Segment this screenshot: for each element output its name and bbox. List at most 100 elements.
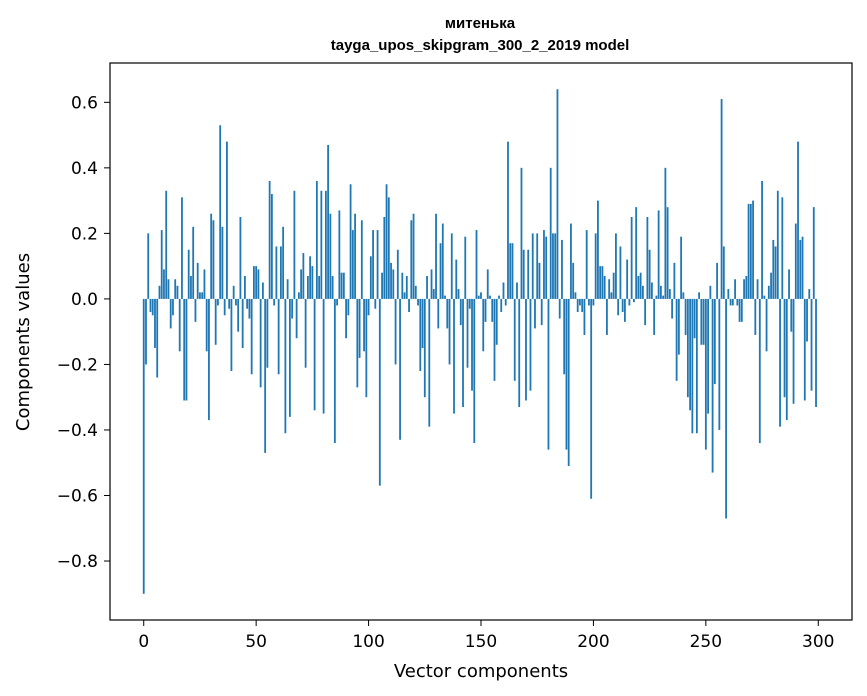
bar-265 [738, 298, 741, 322]
bar-70 [300, 269, 303, 299]
bar-0 [142, 298, 145, 594]
bar-134 [444, 295, 446, 299]
bar-93 [351, 230, 354, 299]
bar-270 [749, 203, 752, 299]
bar-156 [493, 298, 496, 381]
bar-79 [320, 190, 323, 299]
bar-83 [329, 213, 332, 299]
bar-94 [354, 213, 356, 299]
bar-18 [183, 298, 186, 401]
bar-35 [221, 226, 224, 299]
bar-289 [792, 298, 795, 404]
bar-77 [315, 180, 318, 299]
bar-69 [297, 292, 300, 299]
bar-240 [682, 292, 685, 299]
x-tick-label: 250 [690, 632, 722, 652]
bar-99 [365, 298, 368, 398]
bar-202 [597, 200, 599, 299]
bar-103 [374, 298, 377, 309]
bar-170 [525, 298, 527, 401]
bar-29 [208, 298, 210, 421]
bar-109 [387, 197, 390, 299]
bar-66 [291, 298, 294, 319]
bar-105 [378, 298, 381, 486]
bar-244 [691, 298, 694, 434]
bar-16 [178, 298, 181, 352]
bar-129 [432, 289, 435, 299]
bar-199 [590, 298, 593, 499]
bar-207 [608, 279, 611, 299]
bar-37 [226, 141, 228, 299]
bar-147 [473, 298, 476, 444]
bar-122 [417, 298, 419, 306]
bar-171 [527, 249, 530, 299]
bar-72 [304, 298, 307, 368]
bar-198 [588, 298, 590, 306]
bar-255 [716, 262, 718, 299]
bar-106 [381, 272, 383, 299]
bar-8 [160, 230, 163, 299]
bar-245 [693, 298, 696, 339]
bar-158 [498, 295, 500, 299]
bar-286 [785, 298, 788, 421]
bar-23 [194, 298, 197, 322]
bar-68 [295, 298, 298, 339]
chart-title: митенька [445, 15, 516, 32]
bar-237 [675, 298, 678, 381]
y-tick-label: −0.6 [57, 486, 98, 506]
bar-121 [414, 285, 417, 299]
bar-116 [403, 292, 406, 299]
bar-228 [655, 295, 658, 299]
bar-138 [453, 298, 455, 414]
bar-183 [554, 233, 557, 299]
bar-260 [727, 289, 730, 299]
bar-192 [574, 292, 577, 299]
bar-144 [466, 298, 469, 368]
bar-127 [428, 298, 431, 427]
bar-177 [540, 298, 543, 326]
bar-154 [489, 295, 491, 299]
bar-291 [797, 141, 799, 299]
bar-187 [563, 298, 566, 375]
bar-14 [174, 279, 177, 299]
bar-26 [201, 292, 204, 299]
bar-251 [707, 298, 709, 414]
bar-184 [556, 89, 559, 299]
bar-117 [405, 275, 408, 299]
bar-130 [435, 213, 437, 299]
y-tick-label: −0.2 [57, 355, 98, 375]
bar-298 [812, 207, 815, 299]
bar-247 [698, 292, 700, 299]
bar-178 [543, 230, 545, 299]
bar-98 [363, 298, 365, 352]
bar-210 [615, 233, 617, 299]
x-axis-label: Vector components [394, 661, 568, 682]
bar-206 [606, 298, 608, 335]
bar-58 [273, 298, 276, 306]
y-tick-label: 0.4 [71, 159, 98, 179]
bar-76 [313, 298, 316, 411]
bar-120 [412, 213, 415, 299]
bar-275 [761, 180, 763, 299]
bar-188 [565, 298, 568, 450]
bar-114 [399, 298, 401, 440]
bar-131 [437, 298, 440, 329]
bar-221 [639, 272, 642, 299]
bar-149 [477, 295, 480, 299]
bar-276 [763, 295, 766, 299]
bar-119 [410, 220, 413, 299]
bars-group [142, 89, 817, 594]
bar-162 [507, 141, 509, 299]
chart-subtitle: tayga_upos_skipgram_300_2_2019 model [331, 37, 630, 54]
bar-51 [257, 269, 260, 299]
bar-160 [502, 282, 505, 299]
bar-294 [803, 298, 806, 401]
bar-268 [745, 275, 748, 299]
bar-211 [617, 298, 620, 316]
bar-185 [558, 298, 561, 319]
bar-218 [633, 298, 635, 303]
bar-261 [729, 298, 732, 306]
bar-102 [372, 230, 374, 299]
